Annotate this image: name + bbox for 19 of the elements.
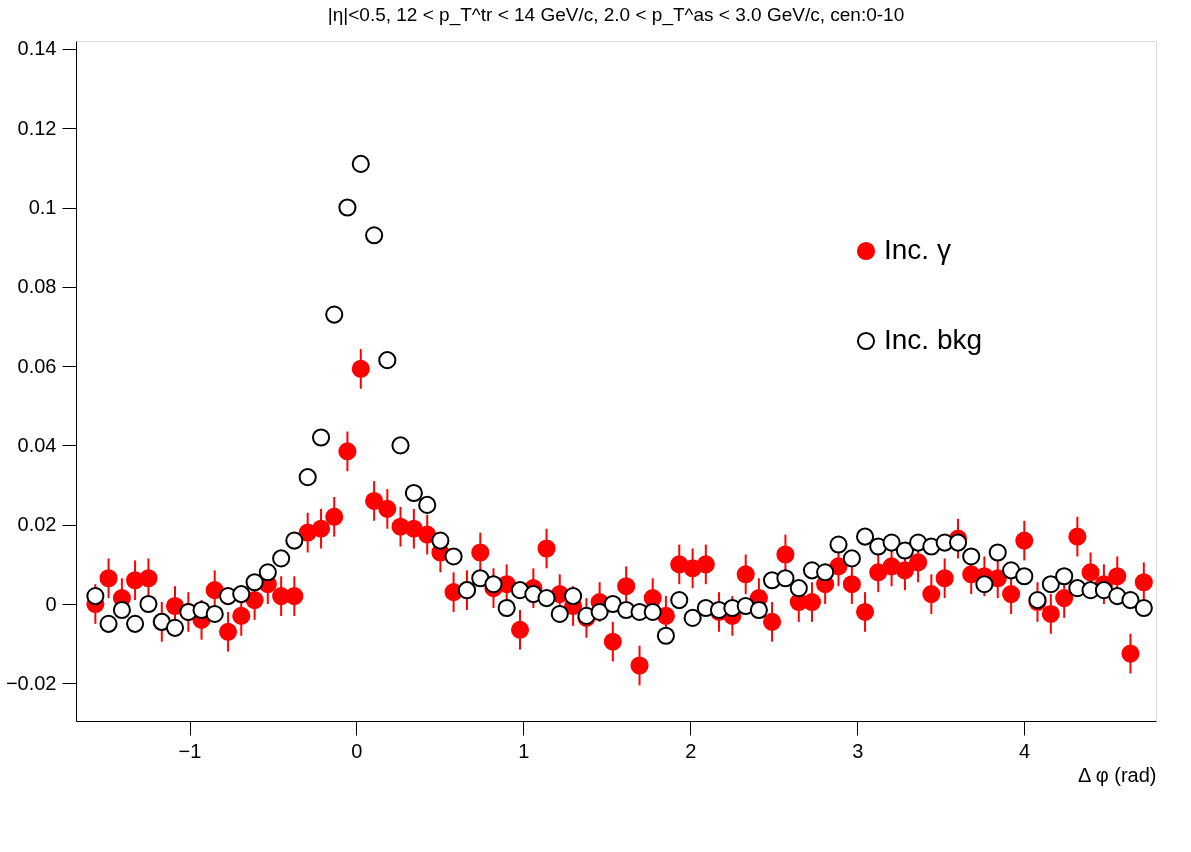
- y-tick-label: 0.02: [17, 513, 57, 536]
- y-tick-label: 0.14: [17, 37, 57, 60]
- y-tick-label: 0.1: [28, 196, 57, 219]
- x-axis-title: Δ φ (rad): [1077, 763, 1157, 786]
- chart-title: |η|<0.5, 12 < p_T^tr < 14 GeV/c, 2.0 < p_T^as < 3.0 GeV/c, cen:0-10: [327, 3, 905, 26]
- y-tick-label: 0.08: [17, 275, 57, 298]
- x-tick-label: 0: [351, 739, 363, 762]
- y-tick-label: 0: [45, 592, 57, 615]
- y-tick-label: 0.06: [17, 354, 57, 377]
- x-tick-label: −1: [178, 739, 202, 762]
- y-tick-label: −0.02: [5, 671, 57, 694]
- x-tick-label: 4: [1019, 739, 1031, 762]
- x-tick-label: 2: [685, 739, 697, 762]
- legend-label: Inc. γ: [884, 234, 951, 265]
- y-tick-label: 0.04: [17, 433, 57, 456]
- x-tick-label: 3: [852, 739, 864, 762]
- x-tick-label: 1: [518, 739, 530, 762]
- legend-label: Inc. bkg: [884, 324, 983, 355]
- y-tick-label: 0.12: [17, 116, 57, 139]
